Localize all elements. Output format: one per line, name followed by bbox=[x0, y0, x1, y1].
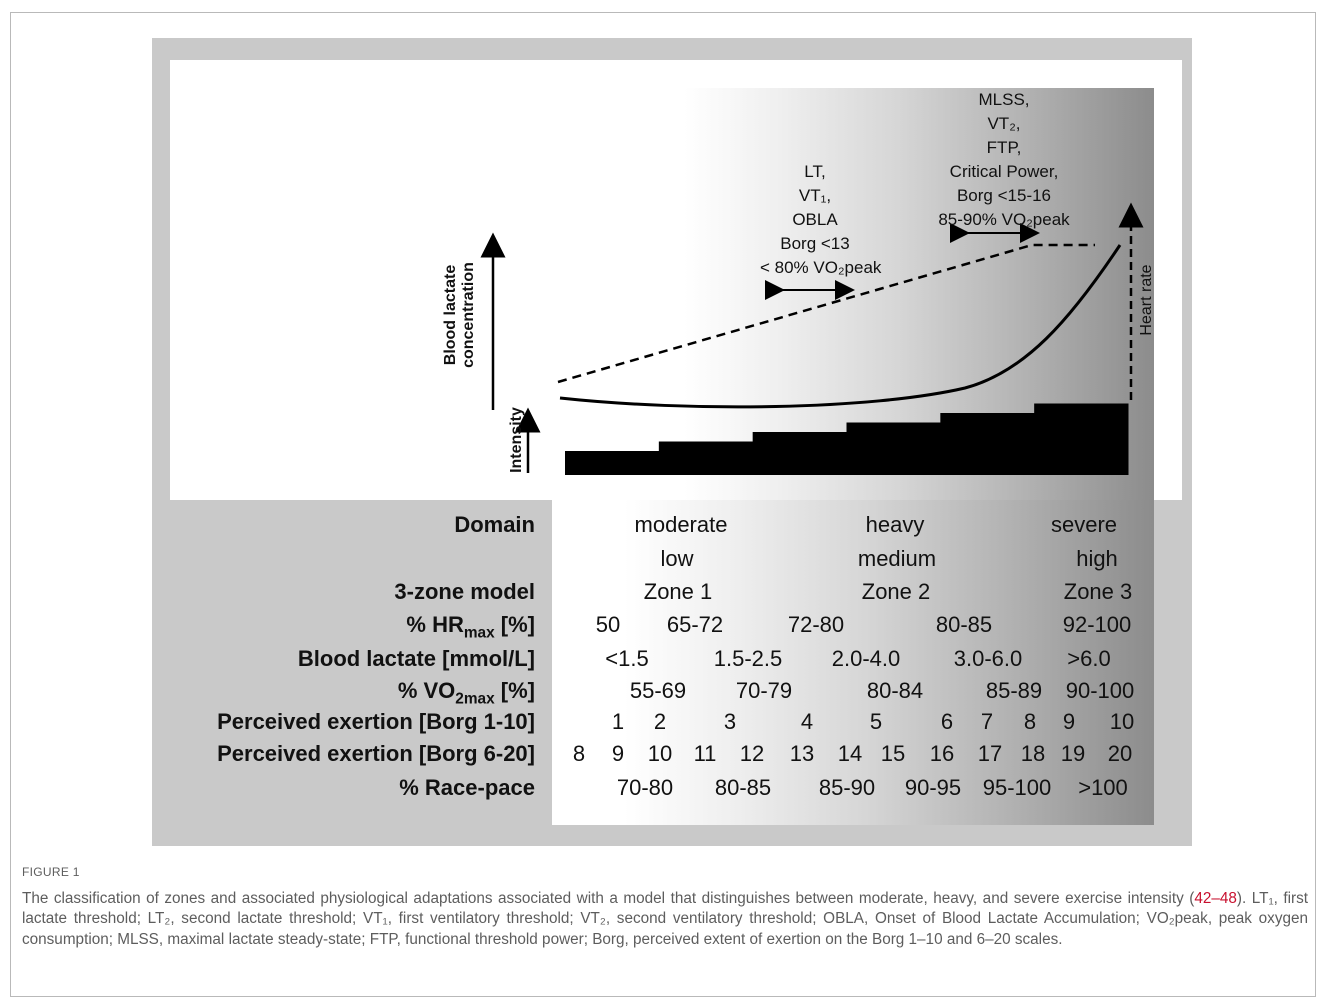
lactate-value: 3.0-6.0 bbox=[953, 646, 1023, 671]
caption-text: The classification of zones and associat… bbox=[22, 889, 1308, 948]
table-cells: moderate heavy severe low medium high Zo… bbox=[152, 500, 1192, 830]
intensity-staircase bbox=[565, 403, 1129, 475]
domain-moderate: moderate bbox=[634, 512, 728, 537]
row-label-domain: Domain bbox=[454, 512, 535, 537]
borg10-value: 6 bbox=[940, 709, 954, 734]
blood-lactate-curve bbox=[559, 244, 1122, 409]
diagram-svg bbox=[480, 202, 1144, 475]
vo2max-value: 55-69 bbox=[629, 678, 687, 703]
heart-rate-axis-label: Heart rate bbox=[1138, 264, 1155, 336]
borg20-value: 18 bbox=[1020, 741, 1046, 766]
lactate-value: >6.0 bbox=[1067, 646, 1111, 671]
figure-frame bbox=[10, 12, 1316, 997]
vo2max-value: 80-84 bbox=[866, 678, 924, 703]
intensity-medium: medium bbox=[857, 546, 937, 571]
intensity-high: high bbox=[1076, 546, 1118, 571]
zone-1: Zone 1 bbox=[643, 579, 713, 604]
borg20-value: 13 bbox=[789, 741, 815, 766]
lactate-value: 2.0-4.0 bbox=[831, 646, 901, 671]
domain-heavy: heavy bbox=[865, 512, 925, 537]
borg20-value: 12 bbox=[739, 741, 765, 766]
racepace-value: 95-100 bbox=[982, 775, 1052, 800]
intensity-step bbox=[658, 441, 754, 475]
figure-panel: Blood lactate concentration Intensity He… bbox=[152, 38, 1192, 846]
intensity-step bbox=[1034, 403, 1129, 475]
borg10-value: 1 bbox=[611, 709, 625, 734]
row-label-race-pace: % Race-pace bbox=[399, 775, 535, 800]
intensity-low: low bbox=[660, 546, 694, 571]
intensity-step bbox=[846, 422, 941, 475]
borg10-value: 7 bbox=[980, 709, 994, 734]
figure-caption: FIGURE 1 The classification of zones and… bbox=[22, 862, 1308, 950]
vt1-line: VT₁, bbox=[798, 186, 832, 205]
vt2-line: VT₂, bbox=[987, 114, 1021, 133]
critical-power-line: Critical Power, bbox=[949, 162, 1059, 181]
borg10-value: 10 bbox=[1109, 709, 1135, 734]
table-row-labels: Domain 3-zone model % HRmax [%] Blood la… bbox=[152, 500, 535, 830]
hrmax-value: 50 bbox=[595, 612, 621, 637]
hrmax-value: 65-72 bbox=[666, 612, 724, 637]
hrmax-value: 80-85 bbox=[935, 612, 993, 637]
caption-label: FIGURE 1 bbox=[22, 865, 80, 879]
lt-threshold-annotation: LT, VT₁, OBLA Borg <13 < 80% VO₂peak bbox=[760, 160, 882, 280]
borg20-value: 19 bbox=[1060, 741, 1086, 766]
zone-2: Zone 2 bbox=[861, 579, 931, 604]
domain-severe: severe bbox=[1050, 512, 1118, 537]
borg10-value: 8 bbox=[1023, 709, 1037, 734]
lt-line: LT, bbox=[804, 162, 826, 181]
diagram-plot-area: Blood lactate concentration Intensity He… bbox=[170, 60, 1182, 500]
borg10-value: 2 bbox=[653, 709, 667, 734]
mlss-line: MLSS, bbox=[978, 90, 1030, 109]
borg20-value: 11 bbox=[693, 741, 717, 766]
zone-3: Zone 3 bbox=[1063, 579, 1133, 604]
borg20-value: 14 bbox=[837, 741, 863, 766]
lactate-value: <1.5 bbox=[605, 646, 649, 671]
borg10-value: 4 bbox=[800, 709, 814, 734]
borg20-value: 17 bbox=[977, 741, 1003, 766]
vo2-mlss-line: 85-90% VO₂peak bbox=[938, 210, 1070, 229]
vo2max-value: 85-89 bbox=[985, 678, 1043, 703]
row-label-vo2max: % VO2max [%] bbox=[397, 678, 535, 708]
vo2max-value: 70-79 bbox=[735, 678, 793, 703]
intensity-step bbox=[752, 432, 847, 475]
racepace-value: 90-95 bbox=[904, 775, 962, 800]
intensity-step bbox=[565, 451, 660, 475]
row-label-borg-1-10: Perceived exertion [Borg 1-10] bbox=[217, 709, 535, 734]
ftp-line: FTP, bbox=[986, 138, 1022, 157]
borg20-value: 20 bbox=[1107, 741, 1133, 766]
reference-link[interactable]: 42–48 bbox=[1194, 889, 1237, 907]
blood-lactate-axis-label: Blood lactate concentration bbox=[442, 262, 477, 368]
borg20-value: 10 bbox=[647, 741, 673, 766]
borg-lt-line: Borg <13 bbox=[780, 234, 850, 253]
vo2-lt-line: < 80% VO₂peak bbox=[760, 258, 882, 277]
borg20-value: 16 bbox=[929, 741, 955, 766]
row-label-hrmax: % HRmax [%] bbox=[406, 612, 535, 642]
borg20-value: 8 bbox=[572, 741, 586, 766]
lactate-value: 1.5-2.5 bbox=[713, 646, 783, 671]
borg-mlss-line: Borg <15-16 bbox=[956, 186, 1052, 205]
racepace-value: >100 bbox=[1078, 775, 1128, 800]
vo2max-value: 90-100 bbox=[1065, 678, 1135, 703]
obla-line: OBLA bbox=[792, 210, 838, 229]
borg10-value: 3 bbox=[723, 709, 737, 734]
mlss-threshold-annotation: MLSS, VT₂, FTP, Critical Power, Borg <15… bbox=[930, 88, 1078, 232]
borg10-value: 9 bbox=[1062, 709, 1076, 734]
intensity-step bbox=[940, 413, 1035, 475]
borg10-value: 5 bbox=[869, 709, 883, 734]
borg20-value: 15 bbox=[880, 741, 906, 766]
zone-table-gradient bbox=[552, 500, 1154, 825]
racepace-value: 80-85 bbox=[714, 775, 772, 800]
row-label-borg-6-20: Perceived exertion [Borg 6-20] bbox=[217, 741, 535, 766]
racepace-value: 70-80 bbox=[616, 775, 674, 800]
row-label-3-zone-model: 3-zone model bbox=[394, 579, 535, 604]
hrmax-value: 72-80 bbox=[787, 612, 845, 637]
borg20-value: 9 bbox=[611, 741, 625, 766]
hrmax-value: 92-100 bbox=[1062, 612, 1132, 637]
racepace-value: 85-90 bbox=[818, 775, 876, 800]
intensity-axis-label: Intensity bbox=[508, 407, 525, 473]
row-label-blood-lactate: Blood lactate [mmol/L] bbox=[297, 646, 535, 671]
